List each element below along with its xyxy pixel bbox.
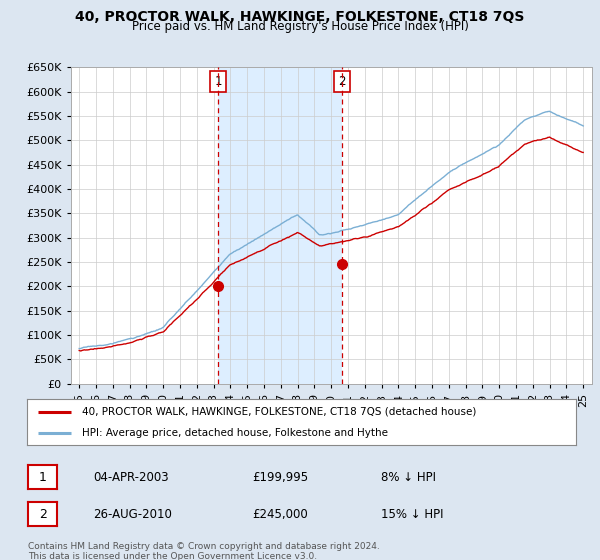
Text: 04-APR-2003: 04-APR-2003 — [93, 470, 169, 484]
Text: Contains HM Land Registry data © Crown copyright and database right 2024.
This d: Contains HM Land Registry data © Crown c… — [28, 542, 380, 560]
Text: 1: 1 — [38, 470, 47, 484]
Text: £245,000: £245,000 — [252, 507, 308, 521]
Text: 40, PROCTOR WALK, HAWKINGE, FOLKESTONE, CT18 7QS: 40, PROCTOR WALK, HAWKINGE, FOLKESTONE, … — [76, 10, 524, 24]
Text: 1: 1 — [214, 75, 222, 88]
Bar — [218, 67, 342, 384]
Text: 8% ↓ HPI: 8% ↓ HPI — [381, 470, 436, 484]
Text: HPI: Average price, detached house, Folkestone and Hythe: HPI: Average price, detached house, Folk… — [82, 428, 388, 438]
Text: 40, PROCTOR WALK, HAWKINGE, FOLKESTONE, CT18 7QS (detached house): 40, PROCTOR WALK, HAWKINGE, FOLKESTONE, … — [82, 407, 476, 417]
Text: £199,995: £199,995 — [252, 470, 308, 484]
Text: 26-AUG-2010: 26-AUG-2010 — [93, 507, 172, 521]
Text: 2: 2 — [38, 507, 47, 521]
Text: Price paid vs. HM Land Registry's House Price Index (HPI): Price paid vs. HM Land Registry's House … — [131, 20, 469, 33]
Text: 2: 2 — [338, 75, 346, 88]
Text: 15% ↓ HPI: 15% ↓ HPI — [381, 507, 443, 521]
